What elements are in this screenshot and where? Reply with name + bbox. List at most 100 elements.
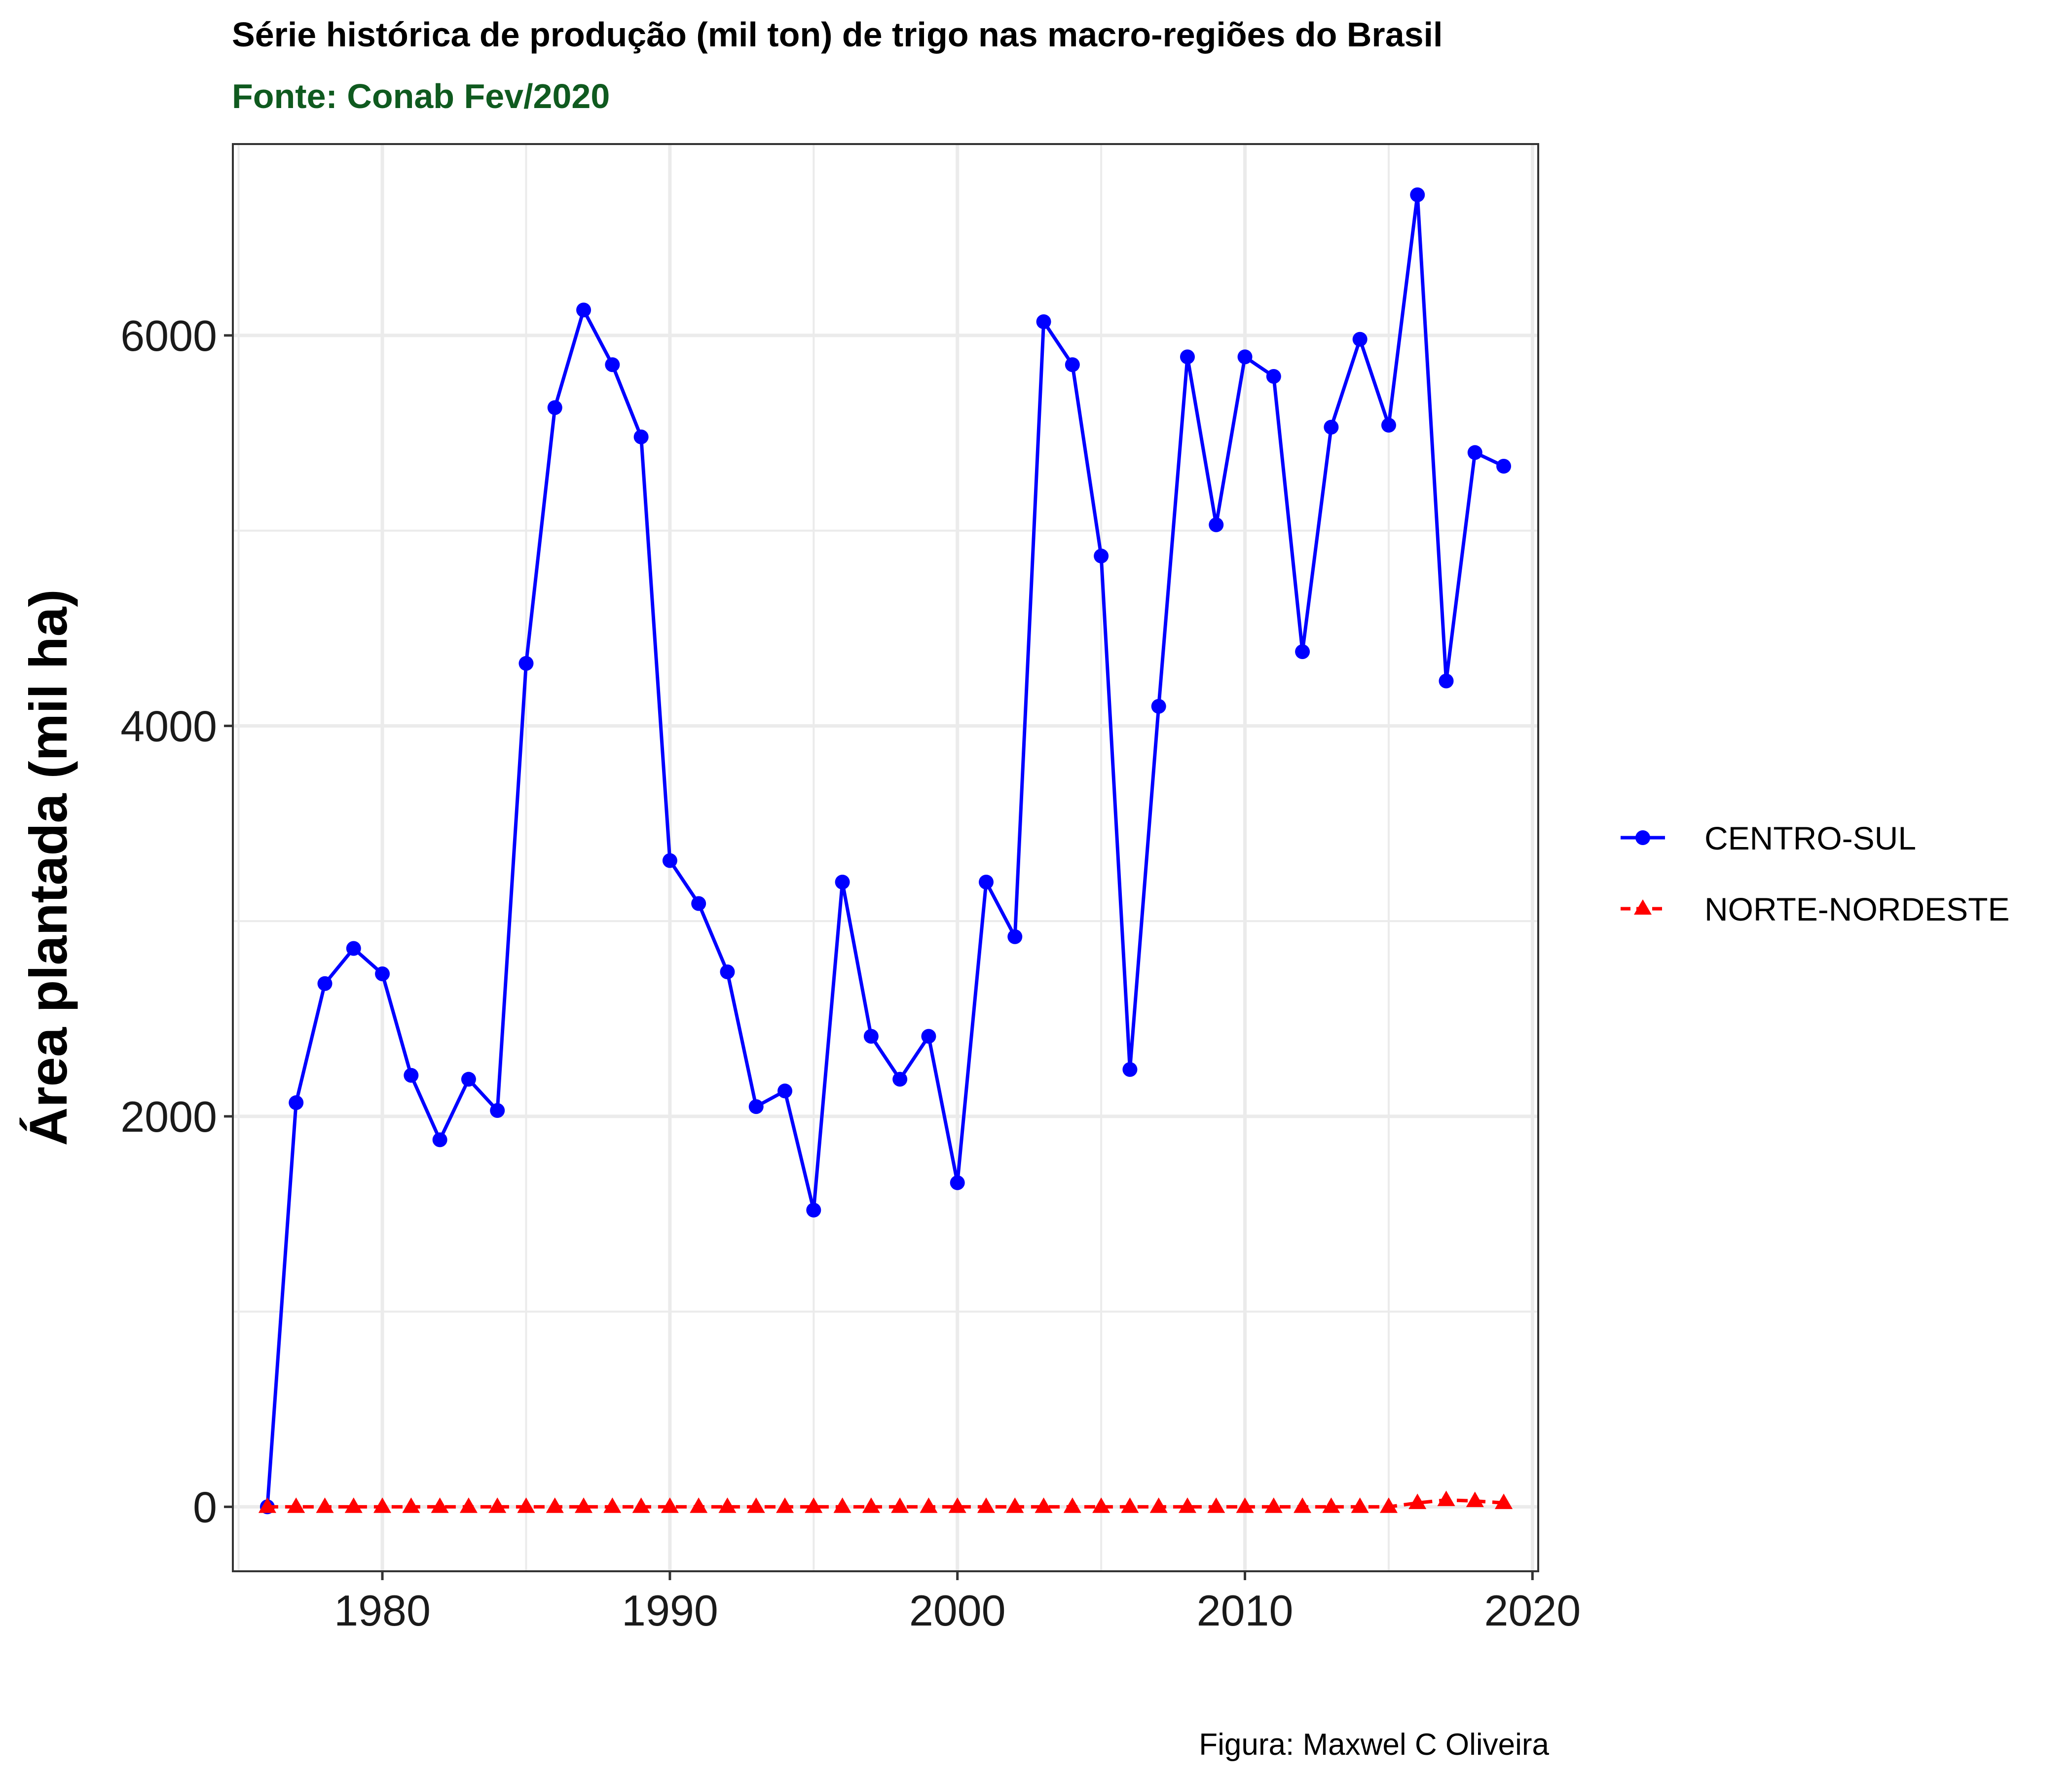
minor-grid <box>233 144 1538 1571</box>
series-norte-nordeste <box>258 1490 1513 1513</box>
data-point <box>1322 1497 1340 1513</box>
data-point <box>287 1497 305 1513</box>
data-point <box>1437 1490 1455 1506</box>
data-point <box>517 1497 535 1513</box>
data-point <box>547 400 562 415</box>
data-point <box>950 1175 965 1190</box>
series-centro-sul <box>259 187 1512 1515</box>
data-point <box>1180 349 1195 365</box>
data-point <box>373 1497 392 1513</box>
data-point <box>1266 369 1281 384</box>
data-point <box>806 1202 821 1218</box>
x-tick-label: 2020 <box>1484 1586 1581 1635</box>
data-point <box>662 853 677 868</box>
x-tick-label: 1980 <box>334 1586 431 1635</box>
data-point <box>805 1497 823 1513</box>
data-point <box>404 1068 419 1083</box>
data-point <box>1495 1493 1513 1509</box>
data-point <box>892 1072 908 1087</box>
data-point <box>289 1095 304 1110</box>
data-point <box>488 1497 507 1513</box>
data-point <box>1408 1493 1427 1509</box>
data-point <box>633 429 649 444</box>
data-point <box>920 1497 938 1513</box>
data-point <box>316 1497 334 1513</box>
data-point <box>1467 445 1482 460</box>
data-point <box>632 1497 650 1513</box>
data-point <box>863 1029 879 1044</box>
data-point <box>258 1497 276 1513</box>
data-point <box>574 1497 593 1513</box>
data-point <box>1439 673 1454 689</box>
y-tick-label: 6000 <box>120 311 217 360</box>
data-point <box>833 1497 851 1513</box>
y-tick-label: 0 <box>193 1482 217 1531</box>
data-point <box>1063 1497 1081 1513</box>
legend-key-centro-sul: CENTRO-SUL <box>1621 820 1916 856</box>
data-point <box>1209 517 1224 532</box>
data-point <box>777 1083 793 1099</box>
data-point <box>402 1497 420 1513</box>
data-point <box>431 1497 449 1513</box>
data-point <box>576 302 592 318</box>
data-point <box>1149 1497 1168 1513</box>
data-point <box>748 1099 764 1114</box>
data-point <box>661 1497 679 1513</box>
chart-subtitle: Fonte: Conab Fev/2020 <box>232 77 610 115</box>
y-tick-label: 2000 <box>120 1092 217 1141</box>
data-point <box>1410 187 1425 202</box>
data-point <box>1352 332 1368 347</box>
x-tick-label: 2000 <box>909 1586 1006 1635</box>
data-point <box>1036 314 1051 330</box>
data-point <box>1236 1497 1254 1513</box>
data-point <box>1065 357 1080 372</box>
data-point <box>1178 1497 1197 1513</box>
data-point <box>1237 349 1253 365</box>
data-point <box>1379 1497 1398 1513</box>
data-point <box>317 976 333 991</box>
data-point <box>1466 1491 1484 1507</box>
data-point <box>1092 1497 1110 1513</box>
data-point <box>835 874 850 889</box>
data-point <box>546 1497 564 1513</box>
data-point <box>1264 1497 1283 1513</box>
data-point <box>518 656 534 671</box>
data-point <box>1295 644 1310 659</box>
data-point <box>603 1497 622 1513</box>
data-point <box>1294 1497 1312 1513</box>
data-point <box>1006 1497 1024 1513</box>
data-point <box>977 1497 996 1513</box>
axis-ticks: 1980 1990 2000 2010 2020 0 2000 4000 6000 <box>120 311 1581 1635</box>
x-tick-label: 1990 <box>622 1586 718 1635</box>
chart-title: Série histórica de produção (mil ton) de… <box>232 15 1443 54</box>
data-point <box>1007 929 1023 944</box>
y-axis-label: Área plantada (mil ha) <box>18 589 78 1146</box>
data-point <box>375 966 390 981</box>
data-point <box>747 1497 765 1513</box>
data-point <box>720 964 735 980</box>
data-point <box>459 1497 478 1513</box>
plot-panel <box>233 144 1538 1571</box>
data-point <box>1035 1497 1053 1513</box>
plot-border <box>232 143 1539 1572</box>
legend-label: NORTE-NORDESTE <box>1704 891 2010 927</box>
data-point <box>1351 1497 1369 1513</box>
data-point <box>978 874 994 889</box>
data-point <box>1381 417 1396 433</box>
data-point <box>776 1497 794 1513</box>
data-point <box>691 896 706 911</box>
data-point <box>432 1132 447 1147</box>
legend-label: CENTRO-SUL <box>1704 820 1916 856</box>
data-point <box>891 1497 909 1513</box>
data-point <box>344 1497 363 1513</box>
data-point <box>1122 1062 1138 1077</box>
legend-key-norte-nordeste: NORTE-NORDESTE <box>1621 891 2010 927</box>
data-point <box>1207 1497 1225 1513</box>
x-tick-label: 2010 <box>1197 1586 1294 1635</box>
data-point <box>718 1497 737 1513</box>
figure-caption: Figura: Maxwel C Oliveira <box>1199 1728 1549 1762</box>
data-point <box>1151 699 1166 714</box>
data-point <box>605 357 620 372</box>
data-point <box>346 941 361 956</box>
